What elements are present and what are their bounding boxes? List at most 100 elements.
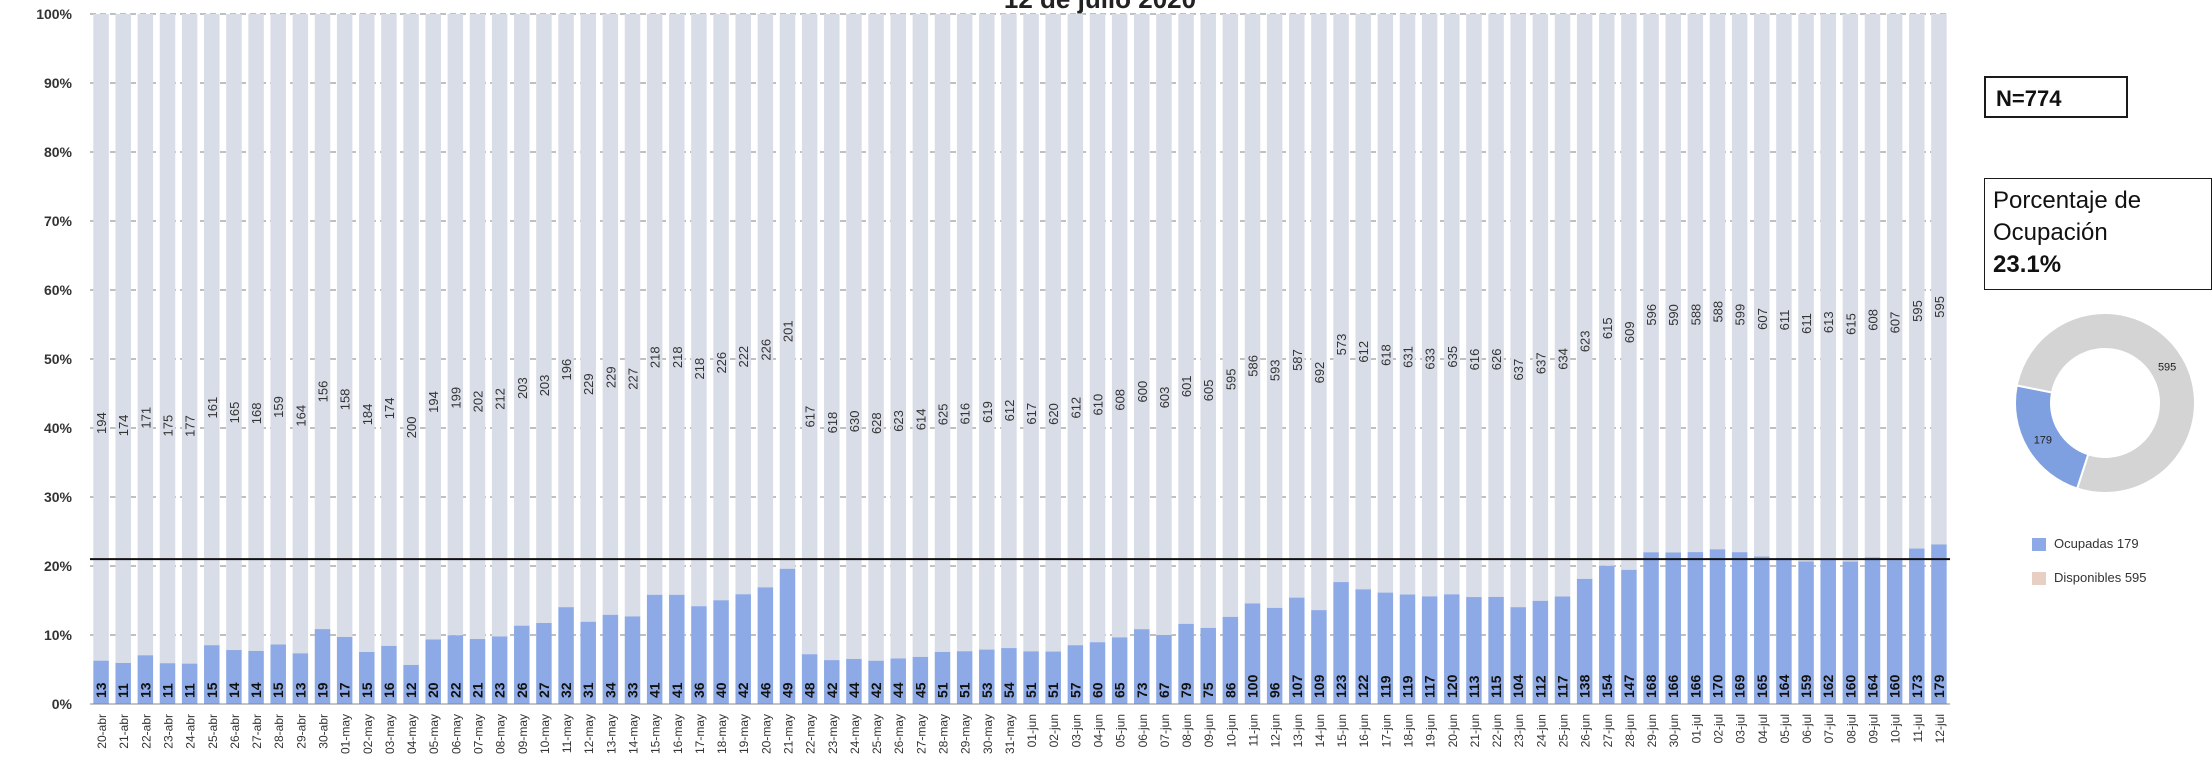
- data-label-ocupadas: 44: [890, 682, 906, 698]
- data-label-ocupadas: 169: [1732, 674, 1748, 698]
- x-tick-label: 18-may: [715, 714, 729, 754]
- data-label-ocupadas: 57: [1067, 682, 1083, 698]
- bar-disponibles: [1842, 14, 1859, 562]
- data-label-ocupadas: 166: [1687, 674, 1703, 698]
- bar-ocupadas: [1776, 557, 1792, 704]
- data-label-disponibles: 603: [1157, 387, 1172, 409]
- bar-disponibles: [669, 14, 685, 595]
- data-label-ocupadas: 138: [1577, 674, 1593, 698]
- bar-ocupadas: [1134, 629, 1150, 704]
- bar-ocupadas: [1709, 549, 1726, 704]
- bar-ocupadas: [181, 663, 198, 704]
- data-label-ocupadas: 49: [780, 682, 796, 698]
- y-tick-label: 100%: [36, 6, 72, 22]
- donut-slice-disponibles: [2015, 312, 2196, 494]
- bar-disponibles: [1377, 14, 1394, 593]
- data-label-disponibles: 227: [626, 368, 641, 390]
- data-label-disponibles: 203: [537, 375, 552, 397]
- bar-disponibles: [1178, 14, 1194, 624]
- y-tick-label: 90%: [44, 75, 73, 91]
- data-label-ocupadas: 113: [1466, 675, 1482, 698]
- data-label-disponibles: 614: [913, 408, 928, 430]
- donut-label: 595: [2158, 362, 2176, 374]
- data-label-disponibles: 617: [1024, 403, 1039, 425]
- bar-ocupadas: [846, 658, 862, 704]
- bar-ocupadas: [1820, 559, 1836, 704]
- bar-ocupadas: [204, 645, 220, 704]
- x-tick-label: 05-may: [427, 714, 441, 754]
- data-label-ocupadas: 20: [425, 682, 441, 698]
- bar-disponibles: [1510, 14, 1526, 608]
- data-label-ocupadas: 44: [846, 682, 862, 698]
- data-label-disponibles: 611: [1777, 310, 1792, 331]
- bar-ocupadas: [580, 621, 596, 704]
- data-label-disponibles: 200: [404, 417, 419, 439]
- bar-disponibles: [1244, 14, 1261, 604]
- x-tick-label: 03-jun: [1069, 714, 1083, 747]
- data-label-ocupadas: 41: [669, 682, 685, 698]
- data-label-disponibles: 609: [1622, 321, 1637, 343]
- data-label-disponibles: 201: [781, 320, 796, 342]
- data-label-ocupadas: 11: [182, 683, 198, 698]
- bar-disponibles: [691, 14, 707, 607]
- x-tick-label: 06-may: [449, 714, 463, 754]
- x-tick-label: 24-jun: [1534, 714, 1548, 747]
- legend-swatch-ocupadas: [2032, 538, 2046, 552]
- bar-disponibles: [1421, 14, 1438, 597]
- bar-disponibles: [934, 14, 951, 652]
- data-label-ocupadas: 75: [1200, 682, 1216, 698]
- bar-disponibles: [1399, 14, 1416, 595]
- bar-ocupadas: [1200, 627, 1216, 704]
- data-label-disponibles: 612: [1002, 400, 1017, 422]
- data-label-disponibles: 164: [293, 405, 308, 427]
- bar-disponibles: [580, 14, 596, 622]
- data-label-disponibles: 203: [515, 377, 530, 399]
- bar-disponibles: [1045, 14, 1061, 652]
- bar-disponibles: [314, 14, 331, 630]
- data-label-disponibles: 623: [891, 410, 906, 432]
- legend-item-disponibles: Disponibles 595: [2032, 570, 2147, 586]
- x-tick-label: 21-abr: [117, 714, 131, 749]
- bar-ocupadas: [1931, 544, 1947, 704]
- sample-size-box: N=774: [1984, 76, 2128, 118]
- x-tick-label: 23-jun: [1512, 714, 1526, 747]
- bar-ocupadas: [1377, 592, 1394, 704]
- bar-disponibles: [1621, 14, 1637, 570]
- occupancy-percentage-value: 23.1%: [1993, 251, 2062, 278]
- data-label-disponibles: 610: [1091, 394, 1106, 416]
- x-tick-label: 10-jul: [1889, 714, 1903, 743]
- data-label-disponibles: 612: [1356, 341, 1371, 363]
- x-tick-label: 20-abr: [95, 714, 109, 749]
- data-label-disponibles: 573: [1334, 334, 1349, 356]
- bar-ocupadas: [1754, 556, 1770, 704]
- data-label-disponibles: 588: [1711, 301, 1726, 323]
- x-tick-label: 24-may: [848, 714, 862, 754]
- bar-ocupadas: [1156, 635, 1172, 704]
- bar-disponibles: [204, 14, 220, 646]
- bar-ocupadas: [624, 616, 641, 704]
- x-tick-label: 26-jun: [1579, 714, 1593, 747]
- bar-ocupadas: [1466, 597, 1482, 704]
- data-label-ocupadas: 147: [1621, 674, 1637, 698]
- x-tick-label: 28-jun: [1623, 714, 1637, 747]
- x-tick-label: 17-jun: [1379, 714, 1393, 747]
- bar-disponibles: [115, 14, 131, 663]
- data-label-disponibles: 618: [825, 412, 840, 434]
- x-tick-label: 30-abr: [317, 714, 331, 749]
- x-tick-label: 22-may: [804, 714, 818, 754]
- data-label-disponibles: 611: [1799, 313, 1814, 334]
- data-label-ocupadas: 165: [1754, 674, 1770, 698]
- x-tick-label: 03-jul: [1734, 714, 1748, 743]
- data-label-disponibles: 637: [1511, 359, 1526, 381]
- y-tick-label: 10%: [44, 627, 73, 643]
- data-label-disponibles: 590: [1666, 304, 1681, 326]
- bar-ocupadas: [248, 650, 264, 704]
- data-label-ocupadas: 100: [1245, 674, 1261, 698]
- data-label-disponibles: 226: [714, 352, 729, 374]
- data-label-ocupadas: 51: [1023, 682, 1039, 698]
- data-label-ocupadas: 51: [957, 682, 973, 698]
- x-tick-label: 10-may: [538, 714, 552, 754]
- bar-disponibles: [1776, 14, 1792, 558]
- data-label-ocupadas: 46: [757, 682, 773, 698]
- data-label-ocupadas: 107: [1289, 674, 1305, 698]
